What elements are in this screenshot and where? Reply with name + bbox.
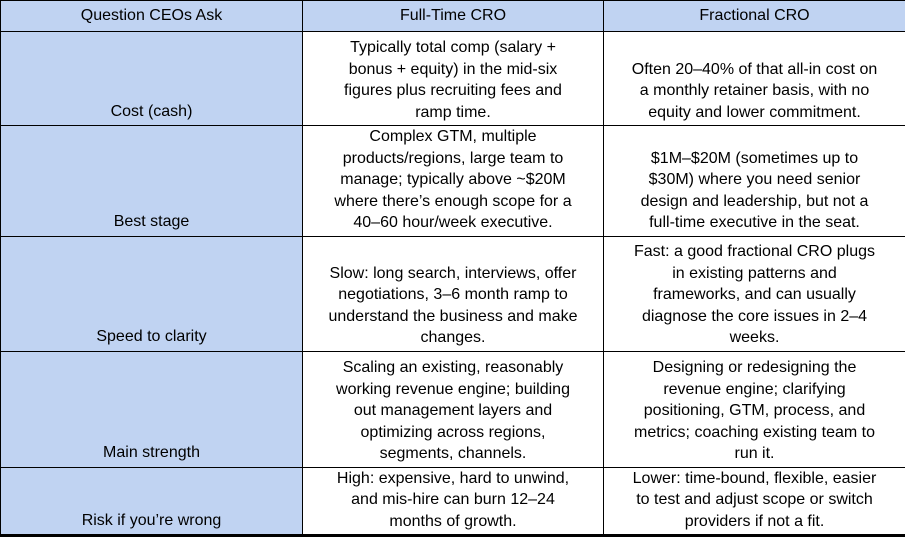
table-row-cost: Cost (cash) Typically total comp (salary… (0, 31, 905, 126)
fractional-best-stage-cell: $1M–$20M (sometimes up to $30M) where yo… (603, 125, 905, 237)
row-label-cost: Cost (cash) (0, 31, 303, 126)
header-row: Question CEOs Ask Full-Time CRO Fraction… (0, 0, 905, 32)
table-row-risk: Risk if you’re wrong High: expensive, ha… (0, 466, 905, 536)
column-header-question-ceos-ask: Question CEOs Ask (0, 0, 303, 32)
full-time-speed-cell: Slow: long search, interviews, offer neg… (302, 235, 604, 352)
fractional-risk-cell: Lower: time-bound, flexible, easier to t… (603, 466, 905, 536)
full-time-risk-cell: High: expensive, hard to unwind, and mis… (302, 466, 604, 536)
table-row-speed-to-clarity: Speed to clarity Slow: long search, inte… (0, 235, 905, 352)
table-row-best-stage: Best stage Complex GTM, multiple product… (0, 125, 905, 237)
column-header-fractional-cro: Fractional CRO (603, 0, 905, 32)
full-time-strength-cell: Scaling an existing, reasonably working … (302, 350, 604, 468)
table-row-main-strength: Main strength Scaling an existing, reaso… (0, 350, 905, 468)
full-time-best-stage-cell: Complex GTM, multiple products/regions, … (302, 125, 604, 237)
fractional-strength-cell: Designing or redesigning the revenue eng… (603, 350, 905, 468)
fractional-cost-cell: Often 20–40% of that all-in cost on a mo… (603, 31, 905, 126)
row-label-speed-to-clarity: Speed to clarity (0, 235, 303, 352)
row-label-risk: Risk if you’re wrong (0, 466, 303, 536)
fractional-speed-cell: Fast: a good fractional CRO plugs in exi… (603, 235, 905, 352)
row-label-best-stage: Best stage (0, 125, 303, 237)
full-time-cost-cell: Typically total comp (salary + bonus + e… (302, 31, 604, 126)
row-label-main-strength: Main strength (0, 350, 303, 468)
column-header-full-time-cro: Full-Time CRO (302, 0, 604, 32)
